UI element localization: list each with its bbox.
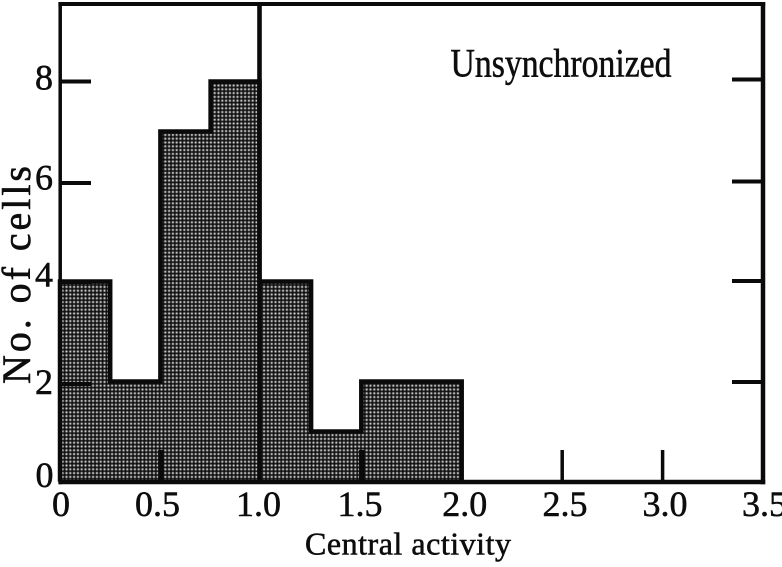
svg-text:3.0: 3.0 [643,484,688,524]
svg-text:2.5: 2.5 [543,484,588,524]
svg-text:No. of cells: No. of cells [0,166,39,384]
svg-text:2: 2 [35,362,53,402]
svg-text:6: 6 [35,158,53,198]
svg-text:0: 0 [36,455,54,495]
svg-text:8: 8 [35,58,53,98]
svg-text:Central activity: Central activity [305,526,511,562]
svg-text:0.5: 0.5 [135,484,180,524]
svg-text:0: 0 [52,484,70,524]
svg-text:1.0: 1.0 [236,484,281,524]
svg-text:1.5: 1.5 [338,484,383,524]
svg-text:2.0: 2.0 [442,484,487,524]
svg-text:3.5: 3.5 [742,484,782,524]
svg-text:Unsynchronized: Unsynchronized [451,41,672,86]
svg-text:4: 4 [35,255,53,295]
